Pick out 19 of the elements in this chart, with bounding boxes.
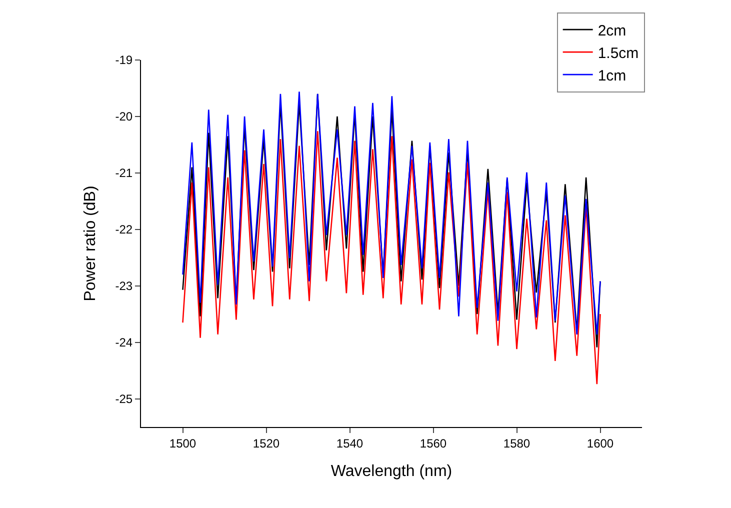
legend-label: 1cm bbox=[598, 67, 626, 84]
x-axis-title: Wavelength (nm) bbox=[330, 463, 452, 480]
y-axis-title: Power ratio (dB) bbox=[82, 186, 100, 302]
y-tick-label: -22 bbox=[115, 222, 133, 237]
y-tick-label: -19 bbox=[115, 53, 133, 68]
line-series bbox=[182, 130, 601, 385]
x-tick-label: 1520 bbox=[252, 436, 280, 450]
y-tick-label: -23 bbox=[115, 279, 133, 294]
x-tick-label: 1580 bbox=[503, 436, 530, 450]
legend-label: 2cm bbox=[598, 22, 626, 40]
y-tick-label: -20 bbox=[115, 110, 133, 124]
y-tick-label: -24 bbox=[115, 336, 133, 350]
x-tick-label: 1600 bbox=[586, 436, 614, 450]
y-tick-label: -25 bbox=[115, 392, 133, 406]
x-tick-label: 1540 bbox=[336, 436, 364, 450]
y-tick-label: -21 bbox=[115, 166, 133, 180]
legend-label: 1.5cm bbox=[598, 44, 639, 62]
x-tick-label: 1500 bbox=[169, 436, 196, 450]
x-tick-label: 1560 bbox=[420, 436, 447, 450]
